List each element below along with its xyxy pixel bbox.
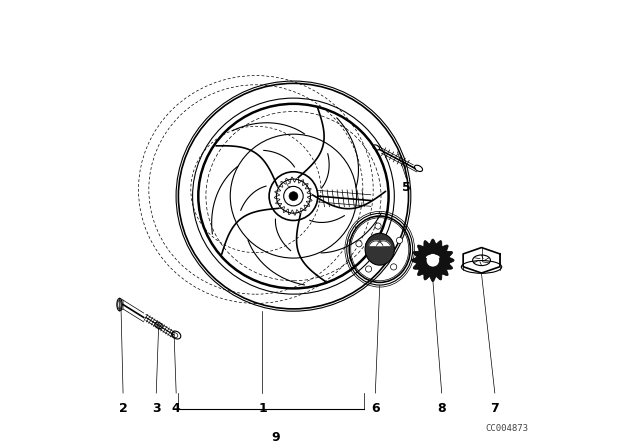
Polygon shape: [369, 241, 383, 246]
Text: 8: 8: [437, 402, 446, 415]
Ellipse shape: [365, 233, 394, 265]
Circle shape: [375, 223, 381, 229]
Circle shape: [426, 254, 440, 267]
Circle shape: [396, 237, 403, 243]
Text: 1: 1: [258, 402, 267, 415]
Polygon shape: [376, 241, 390, 246]
Text: c: c: [287, 182, 291, 188]
Text: 4: 4: [172, 402, 180, 415]
Text: 7: 7: [490, 402, 499, 415]
Text: 3: 3: [152, 402, 161, 415]
Polygon shape: [120, 298, 123, 311]
Text: 2: 2: [118, 402, 127, 415]
Circle shape: [390, 264, 397, 270]
Text: CC004873: CC004873: [485, 424, 528, 433]
Polygon shape: [431, 255, 439, 258]
Circle shape: [356, 241, 362, 247]
Circle shape: [289, 192, 298, 201]
Circle shape: [365, 266, 372, 272]
Polygon shape: [426, 255, 434, 258]
Text: 6: 6: [371, 402, 380, 415]
Text: 9: 9: [271, 431, 280, 444]
Text: 5: 5: [402, 181, 411, 194]
Polygon shape: [412, 239, 454, 281]
